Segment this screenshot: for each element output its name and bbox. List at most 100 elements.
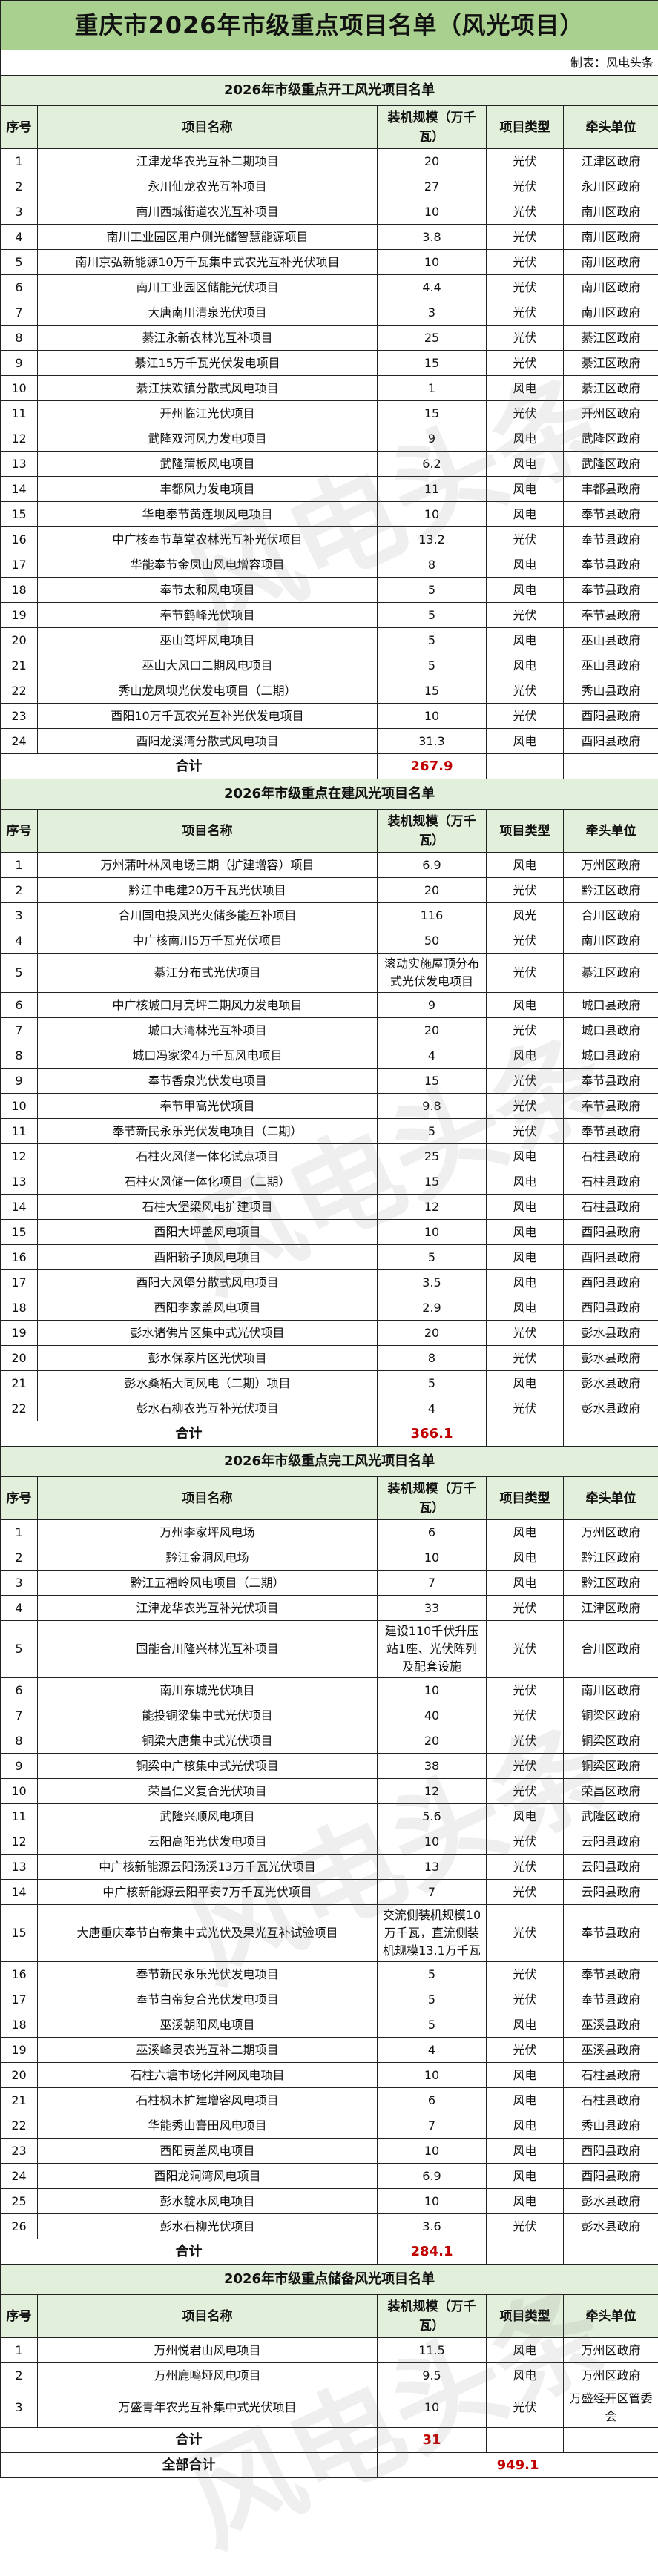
lead-unit-cell: 奉节县政府 — [564, 527, 658, 552]
project-type-cell: 风电 — [487, 1220, 564, 1245]
capacity-cell: 7 — [378, 2113, 487, 2139]
column-header-capacity: 装机规模（万千瓦） — [378, 2295, 487, 2338]
capacity-cell: 4.4 — [378, 275, 487, 300]
project-type-cell: 风电 — [487, 1804, 564, 1829]
project-type-cell: 风电 — [487, 2363, 564, 2388]
capacity-cell: 10 — [378, 250, 487, 275]
lead-unit-cell: 石柱县政府 — [564, 1144, 658, 1169]
section-heading: 2026年市级重点完工风光项目名单 — [1, 1447, 658, 1477]
lead-unit-cell: 彭水县政府 — [564, 1321, 658, 1346]
project-name-cell: 黔江金洞风电场 — [38, 1545, 378, 1571]
project-name-cell: 奉节白帝复合光伏发电项目 — [38, 1987, 378, 2012]
column-header-project-name: 项目名称 — [38, 1477, 378, 1520]
project-name-cell: 酉阳贾盖风电项目 — [38, 2139, 378, 2164]
lead-unit-cell: 合川区政府 — [564, 903, 658, 928]
capacity-cell: 31.3 — [378, 729, 487, 754]
project-type-cell: 光伏 — [487, 1855, 564, 1880]
project-name-cell: 彭水保家片区光伏项目 — [38, 1346, 378, 1371]
column-header-project-type: 项目类型 — [487, 106, 564, 149]
lead-unit-cell: 丰都县政府 — [564, 477, 658, 502]
capacity-cell: 9.8 — [378, 1094, 487, 1119]
index-cell: 8 — [1, 1043, 38, 1069]
project-name-cell: 城口冯家梁4万千瓦风电项目 — [38, 1043, 378, 1069]
project-name-cell: 彭水诸佛片区集中式光伏项目 — [38, 1321, 378, 1346]
empty-cell — [487, 2239, 564, 2265]
index-cell: 1 — [1, 2338, 38, 2363]
capacity-cell: 4 — [378, 2038, 487, 2063]
total-value: 366.1 — [378, 1421, 487, 1447]
project-name-cell: 彭水桑柘大同风电（二期）项目 — [38, 1371, 378, 1396]
project-type-cell: 风电 — [487, 1195, 564, 1220]
lead-unit-cell: 荣昌区政府 — [564, 1779, 658, 1804]
project-type-cell: 风电 — [487, 552, 564, 578]
index-cell: 15 — [1, 1905, 38, 1962]
total-label: 合计 — [1, 754, 378, 779]
capacity-cell: 12 — [378, 1779, 487, 1804]
project-name-cell: 丰都风力发电项目 — [38, 477, 378, 502]
lead-unit-cell: 铜梁区政府 — [564, 1728, 658, 1754]
project-name-cell: 石柱六塘市场化并网风电项目 — [38, 2063, 378, 2088]
project-type-cell: 光伏 — [487, 1621, 564, 1678]
project-type-cell: 光伏 — [487, 928, 564, 954]
index-cell: 9 — [1, 351, 38, 376]
project-type-cell: 风电 — [487, 1043, 564, 1069]
project-type-cell: 光伏 — [487, 603, 564, 628]
project-name-cell: 万州鹿鸣垭风电项目 — [38, 2363, 378, 2388]
capacity-cell: 10 — [378, 2189, 487, 2214]
column-header-project-type: 项目类型 — [487, 810, 564, 853]
project-type-cell: 光伏 — [487, 1829, 564, 1855]
capacity-cell: 5 — [378, 1119, 487, 1144]
capacity-cell: 15 — [378, 678, 487, 704]
index-cell: 16 — [1, 527, 38, 552]
project-name-cell: 华电奉节黄连坝风电项目 — [38, 502, 378, 527]
project-type-cell: 风光 — [487, 903, 564, 928]
index-cell: 15 — [1, 502, 38, 527]
lead-unit-cell: 石柱县政府 — [564, 1169, 658, 1195]
capacity-cell: 交流侧装机规模10万千瓦，直流侧装机规模13.1万千瓦 — [378, 1905, 487, 1962]
lead-unit-cell: 铜梁区政府 — [564, 1754, 658, 1779]
project-name-cell: 南川工业园区用户侧光储智慧能源项目 — [38, 225, 378, 250]
lead-unit-cell: 酉阳县政府 — [564, 1245, 658, 1270]
lead-unit-cell: 江津区政府 — [564, 1596, 658, 1621]
project-name-cell: 奉节甲高光伏项目 — [38, 1094, 378, 1119]
index-cell: 24 — [1, 729, 38, 754]
capacity-cell: 9 — [378, 426, 487, 452]
project-name-cell: 南川京弘新能源10万千瓦集中式农光互补光伏项目 — [38, 250, 378, 275]
capacity-cell: 13.2 — [378, 527, 487, 552]
project-name-cell: 巫溪峰灵农光互补二期项目 — [38, 2038, 378, 2063]
lead-unit-cell: 彭水县政府 — [564, 1346, 658, 1371]
project-type-cell: 风电 — [487, 2012, 564, 2038]
project-type-cell: 风电 — [487, 653, 564, 678]
project-type-cell: 光伏 — [487, 174, 564, 199]
project-type-cell: 光伏 — [487, 2038, 564, 2063]
lead-unit-cell: 奉节县政府 — [564, 603, 658, 628]
lead-unit-cell: 万州区政府 — [564, 853, 658, 878]
project-name-cell: 石柱大堡梁风电扩建项目 — [38, 1195, 378, 1220]
lead-unit-cell: 奉节县政府 — [564, 552, 658, 578]
index-cell: 7 — [1, 300, 38, 326]
project-name-cell: 黔江中电建20万千瓦光伏项目 — [38, 878, 378, 903]
lead-unit-cell: 彭水县政府 — [564, 2214, 658, 2239]
